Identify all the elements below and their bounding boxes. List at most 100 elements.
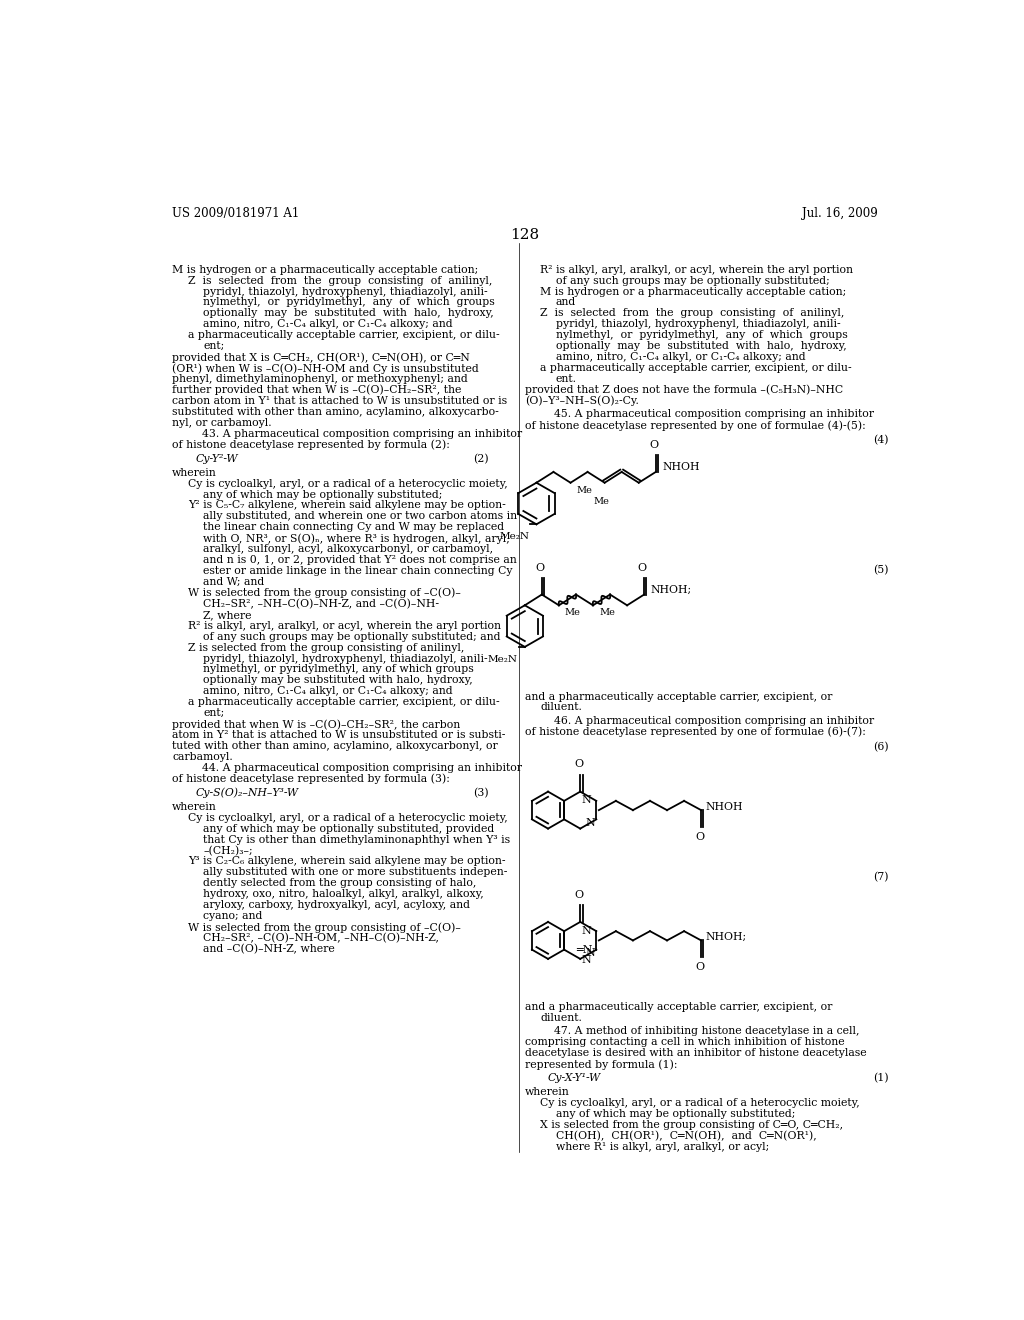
Text: cyano; and: cyano; and <box>203 911 262 921</box>
Text: Z, where: Z, where <box>203 610 252 620</box>
Text: of histone deacetylase represented by formula (2):: of histone deacetylase represented by fo… <box>172 440 451 450</box>
Text: (O)–Y³–NH–S(O)₂-Cy.: (O)–Y³–NH–S(O)₂-Cy. <box>524 396 639 407</box>
Text: (5): (5) <box>873 565 889 576</box>
Text: R² is alkyl, aryl, aralkyl, or acyl, wherein the aryl portion: R² is alkyl, aryl, aralkyl, or acyl, whe… <box>541 264 853 275</box>
Text: Y³ is C₂-C₆ alkylene, wherein said alkylene may be option-: Y³ is C₂-C₆ alkylene, wherein said alkyl… <box>187 857 505 866</box>
Text: atom in Y² that is attached to W is unsubstituted or is substi-: atom in Y² that is attached to W is unsu… <box>172 730 506 741</box>
Text: Me₂N: Me₂N <box>487 655 517 664</box>
Text: O: O <box>649 441 658 450</box>
Text: 43. A pharmaceutical composition comprising an inhibitor: 43. A pharmaceutical composition compris… <box>187 429 522 438</box>
Text: Me: Me <box>594 496 609 506</box>
Text: CH₂–SR², –NH–C(O)–NH-Z, and –C(O)–NH-: CH₂–SR², –NH–C(O)–NH-Z, and –C(O)–NH- <box>203 599 439 610</box>
Text: Me: Me <box>577 486 593 495</box>
Text: NHOH;: NHOH; <box>650 585 691 595</box>
Text: provided that when W is –C(O)–CH₂–SR², the carbon: provided that when W is –C(O)–CH₂–SR², t… <box>172 719 461 730</box>
Text: nyl, or carbamoyl.: nyl, or carbamoyl. <box>172 417 271 428</box>
Text: N: N <box>582 796 592 805</box>
Text: (6): (6) <box>873 742 889 752</box>
Text: further provided that when W is –C(O)–CH₂–SR², the: further provided that when W is –C(O)–CH… <box>172 385 462 396</box>
Text: amino, nitro, C₁-C₄ alkyl, or C₁-C₄ alkoxy; and: amino, nitro, C₁-C₄ alkyl, or C₁-C₄ alko… <box>203 686 453 697</box>
Text: CH(OH),  CH(OR¹),  C═N(OH),  and  C═N(OR¹),: CH(OH), CH(OR¹), C═N(OH), and C═N(OR¹), <box>556 1131 816 1140</box>
Text: and: and <box>556 297 577 308</box>
Text: N: N <box>585 948 595 958</box>
Text: amino, nitro, C₁-C₄ alkyl, or C₁-C₄ alkoxy; and: amino, nitro, C₁-C₄ alkyl, or C₁-C₄ alko… <box>556 352 806 362</box>
Text: provided that X is C═CH₂, CH(OR¹), C═N(OH), or C═N: provided that X is C═CH₂, CH(OR¹), C═N(O… <box>172 352 470 363</box>
Text: phenyl, dimethylaminophenyl, or methoxyphenyl; and: phenyl, dimethylaminophenyl, or methoxyp… <box>172 374 468 384</box>
Text: O: O <box>574 890 584 900</box>
Text: O: O <box>695 962 705 972</box>
Text: CH₂–SR², –C(O)–NH-OM, –NH–C(O)–NH-Z,: CH₂–SR², –C(O)–NH-OM, –NH–C(O)–NH-Z, <box>203 933 439 944</box>
Text: N: N <box>582 925 592 936</box>
Text: and –C(O)–NH-Z, where: and –C(O)–NH-Z, where <box>203 944 335 954</box>
Text: Cy-X-Y¹-W: Cy-X-Y¹-W <box>548 1073 601 1082</box>
Text: nylmethyl,  or  pyridylmethyl,  any  of  which  groups: nylmethyl, or pyridylmethyl, any of whic… <box>556 330 848 341</box>
Text: tuted with other than amino, acylamino, alkoxycarbonyl, or: tuted with other than amino, acylamino, … <box>172 741 498 751</box>
Text: wherein: wherein <box>524 1088 569 1097</box>
Text: pyridyl, thiazolyl, hydroxyphenyl, thiadiazolyl, anili-: pyridyl, thiazolyl, hydroxyphenyl, thiad… <box>203 653 487 664</box>
Text: substituted with other than amino, acylamino, alkoxycarbo-: substituted with other than amino, acyla… <box>172 407 499 417</box>
Text: of histone deacetylase represented by formula (3):: of histone deacetylase represented by fo… <box>172 774 451 784</box>
Text: of any such groups may be optionally substituted;: of any such groups may be optionally sub… <box>556 276 829 285</box>
Text: ═N: ═N <box>577 945 593 956</box>
Text: dently selected from the group consisting of halo,: dently selected from the group consistin… <box>203 878 476 888</box>
Text: Cy is cycloalkyl, aryl, or a radical of a heterocyclic moiety,: Cy is cycloalkyl, aryl, or a radical of … <box>187 479 508 488</box>
Text: and a pharmaceutically acceptable carrier, excipient, or: and a pharmaceutically acceptable carrie… <box>524 692 833 701</box>
Text: with O, NR³, or S(O)ₙ, where R³ is hydrogen, alkyl, aryl,: with O, NR³, or S(O)ₙ, where R³ is hydro… <box>203 533 510 544</box>
Text: of histone deacetylase represented by one of formulae (4)-(5):: of histone deacetylase represented by on… <box>524 420 865 430</box>
Text: Cy-S(O)₂–NH–Y³-W: Cy-S(O)₂–NH–Y³-W <box>196 788 298 799</box>
Text: Cy is cycloalkyl, aryl, or a radical of a heterocyclic moiety,: Cy is cycloalkyl, aryl, or a radical of … <box>541 1098 860 1107</box>
Text: the linear chain connecting Cy and W may be replaced: the linear chain connecting Cy and W may… <box>203 523 504 532</box>
Text: 46. A pharmaceutical composition comprising an inhibitor: 46. A pharmaceutical composition compris… <box>541 715 874 726</box>
Text: diluent.: diluent. <box>541 1012 583 1023</box>
Text: Cy is cycloalkyl, aryl, or a radical of a heterocyclic moiety,: Cy is cycloalkyl, aryl, or a radical of … <box>187 813 508 822</box>
Text: (3): (3) <box>473 788 488 799</box>
Text: any of which may be optionally substituted;: any of which may be optionally substitut… <box>556 1109 796 1119</box>
Text: wherein: wherein <box>172 467 217 478</box>
Text: US 2009/0181971 A1: US 2009/0181971 A1 <box>172 207 299 220</box>
Text: (4): (4) <box>873 434 889 445</box>
Text: O: O <box>535 562 544 573</box>
Text: that Cy is other than dimethylaminonaphthyl when Y³ is: that Cy is other than dimethylaminonapht… <box>203 834 510 845</box>
Text: and W; and: and W; and <box>203 577 264 587</box>
Text: (1): (1) <box>873 1073 889 1084</box>
Text: of histone deacetylase represented by one of formulae (6)-(7):: of histone deacetylase represented by on… <box>524 726 865 738</box>
Text: N: N <box>582 956 592 965</box>
Text: –(CH₂)₃–;: –(CH₂)₃–; <box>203 846 253 855</box>
Text: ally substituted with one or more substituents indepen-: ally substituted with one or more substi… <box>203 867 508 878</box>
Text: nylmethyl, or pyridylmethyl, any of which groups: nylmethyl, or pyridylmethyl, any of whic… <box>203 664 474 675</box>
Text: Me: Me <box>565 609 581 618</box>
Text: a pharmaceutically acceptable carrier, excipient, or dilu-: a pharmaceutically acceptable carrier, e… <box>541 363 852 374</box>
Text: (7): (7) <box>873 871 889 882</box>
Text: optionally may be substituted with halo, hydroxy,: optionally may be substituted with halo,… <box>203 676 473 685</box>
Text: Z  is  selected  from  the  group  consisting  of  anilinyl,: Z is selected from the group consisting … <box>541 309 845 318</box>
Text: represented by formula (1):: represented by formula (1): <box>524 1059 677 1069</box>
Text: (2): (2) <box>473 454 488 463</box>
Text: M is hydrogen or a pharmaceutically acceptable cation;: M is hydrogen or a pharmaceutically acce… <box>541 286 847 297</box>
Text: pyridyl, thiazolyl, hydroxyphenyl, thiadiazolyl, anili-: pyridyl, thiazolyl, hydroxyphenyl, thiad… <box>203 286 487 297</box>
Text: provided that Z does not have the formula –(C₅H₃N)–NHC: provided that Z does not have the formul… <box>524 385 843 396</box>
Text: diluent.: diluent. <box>541 702 583 713</box>
Text: X is selected from the group consisting of C═O, C═CH₂,: X is selected from the group consisting … <box>541 1119 844 1130</box>
Text: aralkyl, sulfonyl, acyl, alkoxycarbonyl, or carbamoyl,: aralkyl, sulfonyl, acyl, alkoxycarbonyl,… <box>203 544 494 554</box>
Text: (OR¹) when W is –C(O)–NH-OM and Cy is unsubstituted: (OR¹) when W is –C(O)–NH-OM and Cy is un… <box>172 363 479 374</box>
Text: 44. A pharmaceutical composition comprising an inhibitor: 44. A pharmaceutical composition compris… <box>187 763 521 772</box>
Text: NHOH: NHOH <box>662 462 699 473</box>
Text: optionally  may  be  substituted  with  halo,  hydroxy,: optionally may be substituted with halo,… <box>556 341 847 351</box>
Text: a pharmaceutically acceptable carrier, excipient, or dilu-: a pharmaceutically acceptable carrier, e… <box>187 697 500 708</box>
Text: M is hydrogen or a pharmaceutically acceptable cation;: M is hydrogen or a pharmaceutically acce… <box>172 264 478 275</box>
Text: nylmethyl,  or  pyridylmethyl,  any  of  which  groups: nylmethyl, or pyridylmethyl, any of whic… <box>203 297 495 308</box>
Text: Me₂N: Me₂N <box>500 532 529 541</box>
Text: hydroxy, oxo, nitro, haloalkyl, alkyl, aralkyl, alkoxy,: hydroxy, oxo, nitro, haloalkyl, alkyl, a… <box>203 890 484 899</box>
Text: carbon atom in Y¹ that is attached to W is unsubstituted or is: carbon atom in Y¹ that is attached to W … <box>172 396 507 405</box>
Text: wherein: wherein <box>172 801 217 812</box>
Text: Me: Me <box>599 609 614 618</box>
Text: Cy-Y²-W: Cy-Y²-W <box>196 454 238 463</box>
Text: R² is alkyl, aryl, aralkyl, or acyl, wherein the aryl portion: R² is alkyl, aryl, aralkyl, or acyl, whe… <box>187 620 501 631</box>
Text: W is selected from the group consisting of –C(O)–: W is selected from the group consisting … <box>187 587 461 598</box>
Text: ent.: ent. <box>556 374 577 384</box>
Text: amino, nitro, C₁-C₄ alkyl, or C₁-C₄ alkoxy; and: amino, nitro, C₁-C₄ alkyl, or C₁-C₄ alko… <box>203 319 453 329</box>
Text: 47. A method of inhibiting histone deacetylase in a cell,: 47. A method of inhibiting histone deace… <box>541 1026 860 1036</box>
Text: deacetylase is desired with an inhibitor of histone deacetylase: deacetylase is desired with an inhibitor… <box>524 1048 866 1059</box>
Text: any of which may be optionally substituted;: any of which may be optionally substitut… <box>203 490 442 499</box>
Text: where R¹ is alkyl, aryl, aralkyl, or acyl;: where R¹ is alkyl, aryl, aralkyl, or acy… <box>556 1142 769 1151</box>
